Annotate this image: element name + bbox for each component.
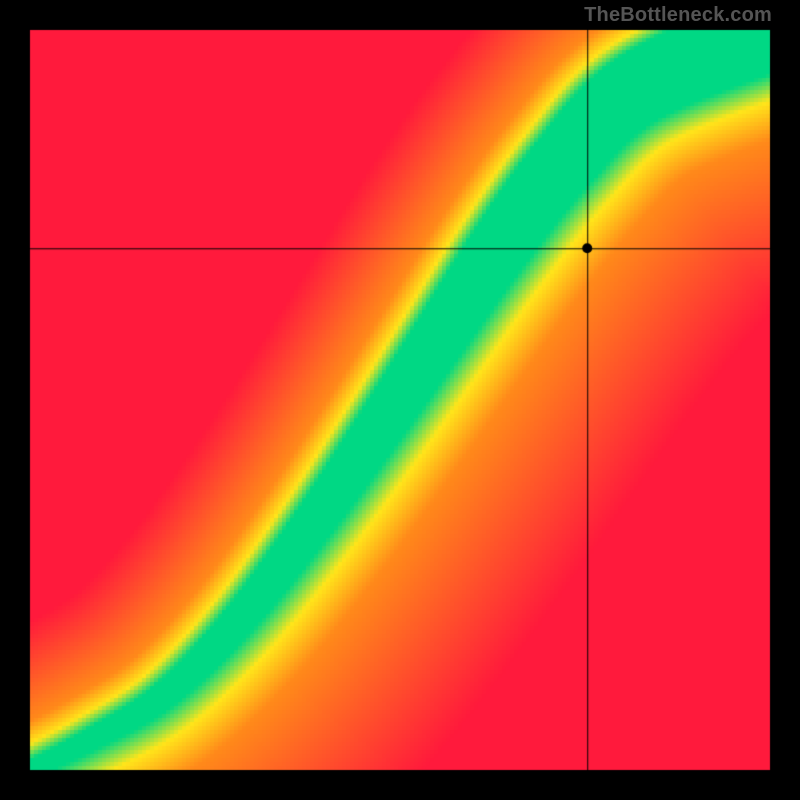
chart-container: TheBottleneck.com bbox=[0, 0, 800, 800]
bottleneck-heatmap bbox=[0, 0, 800, 800]
attribution-label: TheBottleneck.com bbox=[584, 4, 772, 27]
